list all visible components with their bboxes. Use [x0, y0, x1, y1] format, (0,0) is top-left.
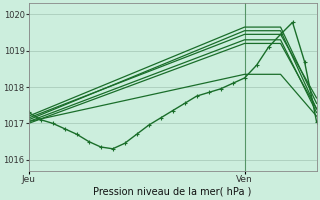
X-axis label: Pression niveau de la mer( hPa ): Pression niveau de la mer( hPa ): [93, 187, 252, 197]
